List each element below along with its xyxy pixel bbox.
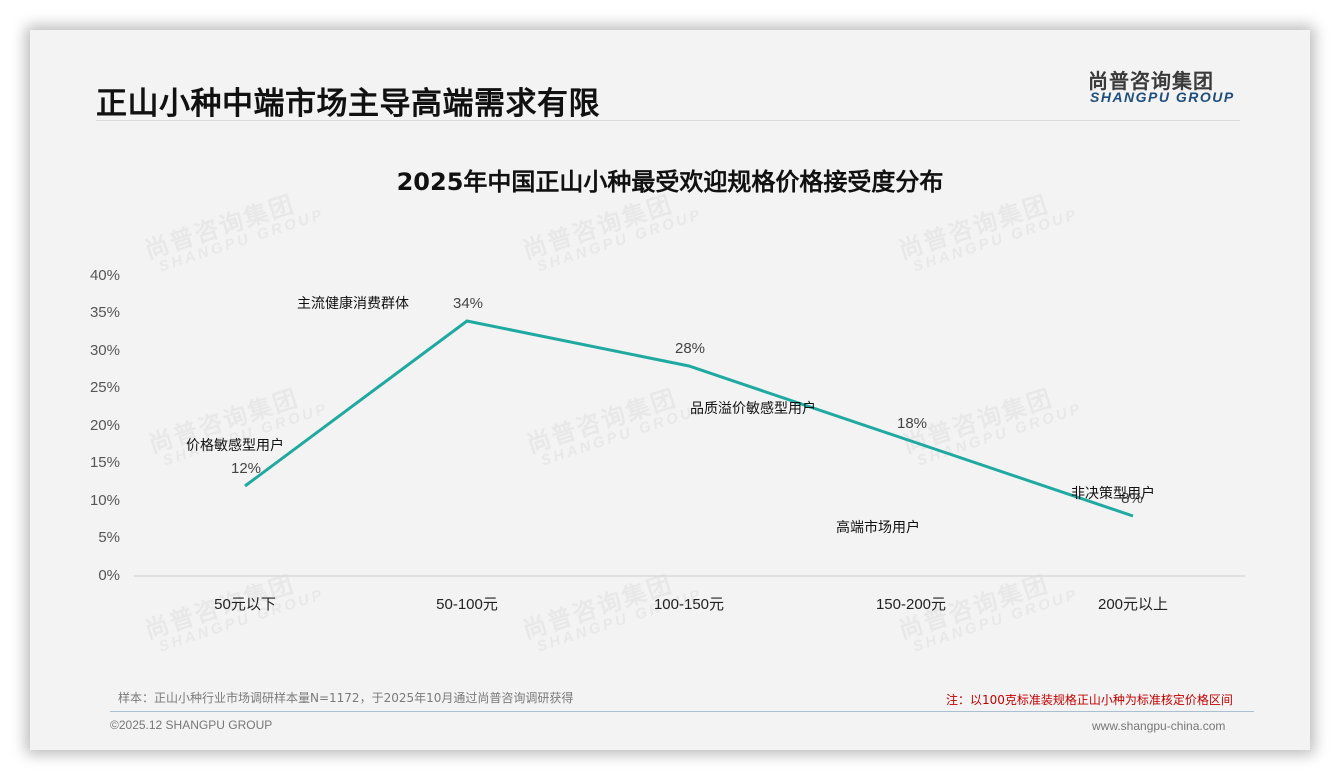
page-title: 正山小种中端市场主导高端需求有限 [96, 86, 600, 122]
annotation-high-end: 高端市场用户 [836, 520, 920, 536]
logo-english: SHANGPU GROUP [1090, 89, 1235, 105]
x-tick: 100-150元 [653, 596, 725, 613]
y-tick: 40% [89, 267, 120, 284]
copyright: ©2025.12 SHANGPU GROUP [110, 718, 273, 732]
y-tick: 5% [98, 529, 120, 546]
x-tick: 50-100元 [436, 596, 498, 613]
annotation-quality-premium: 品质溢价敏感型用户 [690, 401, 816, 417]
y-tick: 35% [89, 304, 120, 321]
x-tick: 200元以上 [1097, 596, 1169, 613]
logo-chinese: 尚普咨询集团 [1088, 69, 1214, 93]
annotation-non-decision: 非决策型用户 [1071, 486, 1155, 502]
website-link[interactable]: www.shangpu-china.com [1092, 719, 1226, 733]
chart-title: 2025年中国正山小种最受欢迎规格价格接受度分布 [396, 168, 944, 196]
data-label: 18% [896, 415, 928, 432]
x-tick: 50元以下 [214, 596, 276, 613]
slide: 正山小种中端市场主导高端需求有限 尚普咨询集团 SHANGPU GROUP 尚普… [30, 30, 1310, 750]
annotation-price-sensitive: 价格敏感型用户 [186, 438, 284, 454]
y-tick: 25% [89, 379, 120, 396]
data-label: 8% [1121, 490, 1143, 507]
y-tick: 10% [89, 492, 120, 509]
y-tick: 15% [89, 454, 120, 471]
annotation-mainstream: 主流健康消费群体 [297, 296, 409, 312]
y-tick: 20% [89, 417, 120, 434]
data-label: 12% [230, 460, 262, 477]
series-line [244, 319, 1134, 518]
title-divider [96, 120, 1240, 121]
x-tick: 150-200元 [875, 596, 947, 613]
footer-divider [110, 711, 1254, 712]
y-tick: 0% [98, 567, 120, 584]
sample-note: 样本：正山小种行业市场调研样本量N=1172，于2025年10月通过尚普咨询调研… [118, 691, 574, 705]
data-label: 34% [452, 295, 484, 312]
data-label: 28% [674, 340, 706, 357]
line-chart-plot [134, 319, 1245, 577]
y-tick: 30% [89, 342, 120, 359]
price-note: 注：以100克标准装规格正山小种为标准核定价格区间 [946, 693, 1233, 707]
